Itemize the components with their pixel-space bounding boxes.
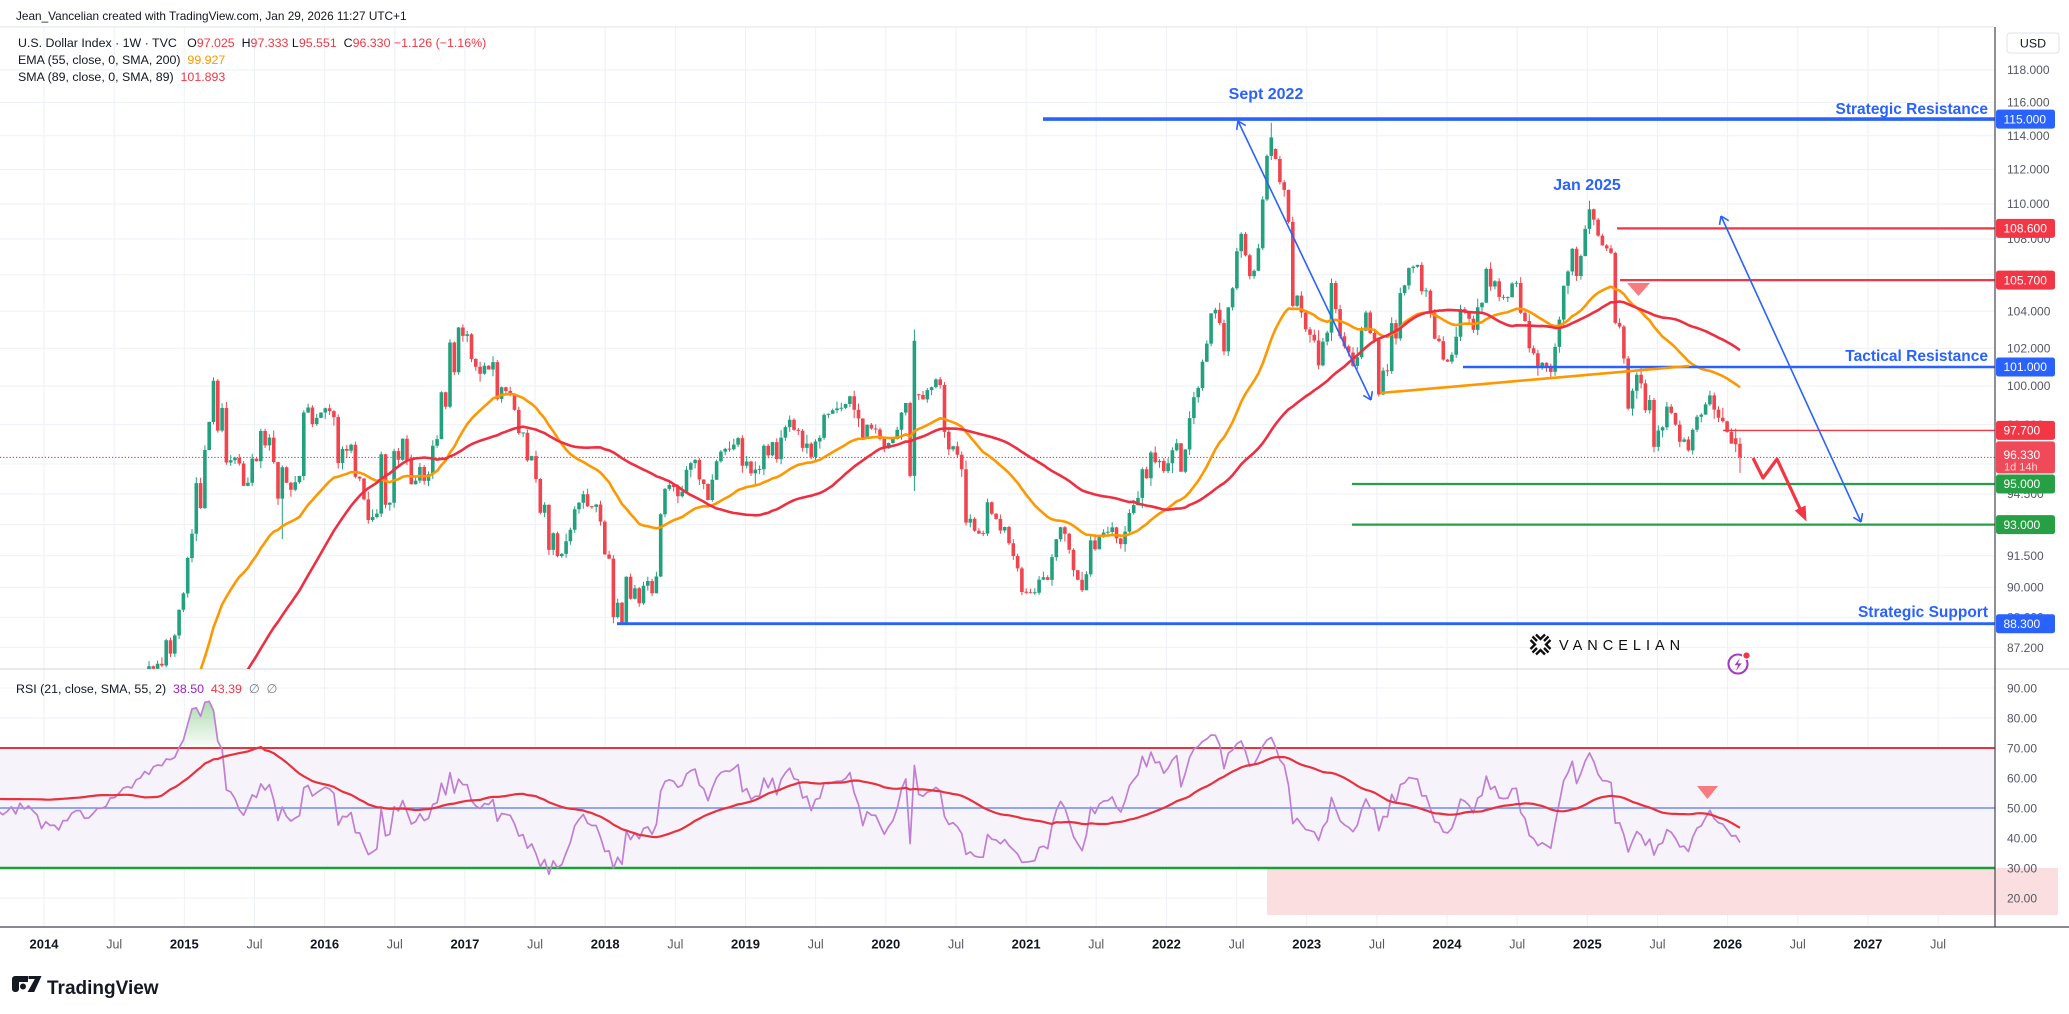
svg-text:Jul: Jul bbox=[1369, 938, 1385, 952]
svg-text:80.00: 80.00 bbox=[2007, 711, 2037, 725]
svg-text:87.200: 87.200 bbox=[2007, 641, 2044, 655]
svg-text:100.000: 100.000 bbox=[2007, 379, 2051, 393]
svg-text:2017: 2017 bbox=[450, 937, 479, 952]
svg-text:40.00: 40.00 bbox=[2007, 831, 2037, 845]
svg-text:Jul: Jul bbox=[387, 938, 403, 952]
svg-text:Jul: Jul bbox=[1790, 938, 1806, 952]
svg-text:1d 14h: 1d 14h bbox=[2004, 461, 2038, 473]
svg-text:2015: 2015 bbox=[170, 937, 199, 952]
svg-text:20.00: 20.00 bbox=[2007, 891, 2037, 905]
svg-text:2020: 2020 bbox=[871, 937, 900, 952]
svg-text:2024: 2024 bbox=[1433, 937, 1463, 952]
svg-text:Jul: Jul bbox=[667, 938, 683, 952]
svg-text:U.S. Dollar Index · 1W · TVC: U.S. Dollar Index · 1W · TVC O97.025 H97… bbox=[18, 36, 486, 50]
svg-text:Tactical Resistance: Tactical Resistance bbox=[1845, 348, 1988, 365]
svg-text:Jan 2025: Jan 2025 bbox=[1553, 177, 1621, 194]
svg-text:105.700: 105.700 bbox=[2004, 273, 2048, 287]
svg-text:2018: 2018 bbox=[591, 937, 620, 952]
svg-text:108.600: 108.600 bbox=[2004, 222, 2048, 236]
svg-text:93.000: 93.000 bbox=[2004, 518, 2041, 532]
svg-text:Sept 2022: Sept 2022 bbox=[1229, 86, 1304, 103]
svg-text:Jul: Jul bbox=[808, 938, 824, 952]
svg-text:Strategic Resistance: Strategic Resistance bbox=[1836, 101, 1989, 118]
svg-text:Jul: Jul bbox=[1509, 938, 1525, 952]
svg-text:70.00: 70.00 bbox=[2007, 741, 2037, 755]
svg-text:114.000: 114.000 bbox=[2007, 129, 2050, 143]
svg-text:2023: 2023 bbox=[1292, 937, 1321, 952]
svg-text:Jul: Jul bbox=[106, 938, 122, 952]
svg-text:102.000: 102.000 bbox=[2007, 341, 2051, 355]
svg-text:90.00: 90.00 bbox=[2007, 681, 2037, 695]
svg-text:60.00: 60.00 bbox=[2007, 771, 2037, 785]
svg-text:116.000: 116.000 bbox=[2007, 96, 2050, 110]
svg-text:2021: 2021 bbox=[1012, 937, 1041, 952]
svg-text:104.000: 104.000 bbox=[2007, 304, 2051, 318]
svg-text:118.000: 118.000 bbox=[2007, 63, 2050, 77]
svg-text:Jul: Jul bbox=[1930, 938, 1946, 952]
svg-text:USD: USD bbox=[2020, 37, 2046, 51]
svg-text:2022: 2022 bbox=[1152, 937, 1181, 952]
svg-text:Jul: Jul bbox=[1088, 938, 1104, 952]
svg-text:Strategic Support: Strategic Support bbox=[1858, 604, 1988, 621]
svg-text:SMA (89, close, 0, SMA, 89) 1: SMA (89, close, 0, SMA, 89) 101.893 bbox=[18, 70, 225, 84]
svg-text:Jul: Jul bbox=[948, 938, 964, 952]
svg-text:50.00: 50.00 bbox=[2007, 801, 2037, 815]
svg-text:RSI (21, close, SMA, 55, 2) 3: RSI (21, close, SMA, 55, 2) 38.50 43.39 … bbox=[16, 682, 277, 696]
svg-text:91.500: 91.500 bbox=[2007, 549, 2044, 563]
svg-text:95.000: 95.000 bbox=[2004, 477, 2041, 491]
svg-text:110.000: 110.000 bbox=[2007, 197, 2050, 211]
svg-text:2025: 2025 bbox=[1573, 937, 1602, 952]
svg-text:2016: 2016 bbox=[310, 937, 339, 952]
svg-text:88.300: 88.300 bbox=[2004, 617, 2041, 631]
svg-text:2027: 2027 bbox=[1853, 937, 1882, 952]
svg-text:VANCELIAN: VANCELIAN bbox=[1559, 638, 1685, 654]
svg-text:112.000: 112.000 bbox=[2007, 163, 2050, 177]
svg-text:96.330: 96.330 bbox=[2004, 448, 2041, 462]
svg-text:Jul: Jul bbox=[247, 938, 263, 952]
svg-text:EMA (55, close, 0, SMA, 200): EMA (55, close, 0, SMA, 200) 99.927 bbox=[18, 53, 225, 67]
svg-text:Jul: Jul bbox=[1229, 938, 1245, 952]
svg-text:2026: 2026 bbox=[1713, 937, 1742, 952]
svg-text:97.700: 97.700 bbox=[2004, 424, 2041, 438]
svg-text:101.000: 101.000 bbox=[2004, 360, 2048, 374]
svg-text:2019: 2019 bbox=[731, 937, 760, 952]
svg-text:2014: 2014 bbox=[30, 937, 60, 952]
svg-text:Jul: Jul bbox=[1650, 938, 1666, 952]
svg-text:Jean_Vancelian created with Tr: Jean_Vancelian created with TradingView.… bbox=[16, 9, 407, 23]
svg-text:TradingView: TradingView bbox=[47, 978, 159, 999]
svg-text:115.000: 115.000 bbox=[2004, 112, 2047, 126]
svg-text:Jul: Jul bbox=[527, 938, 543, 952]
svg-text:30.00: 30.00 bbox=[2007, 861, 2037, 875]
svg-text:90.000: 90.000 bbox=[2007, 580, 2044, 594]
